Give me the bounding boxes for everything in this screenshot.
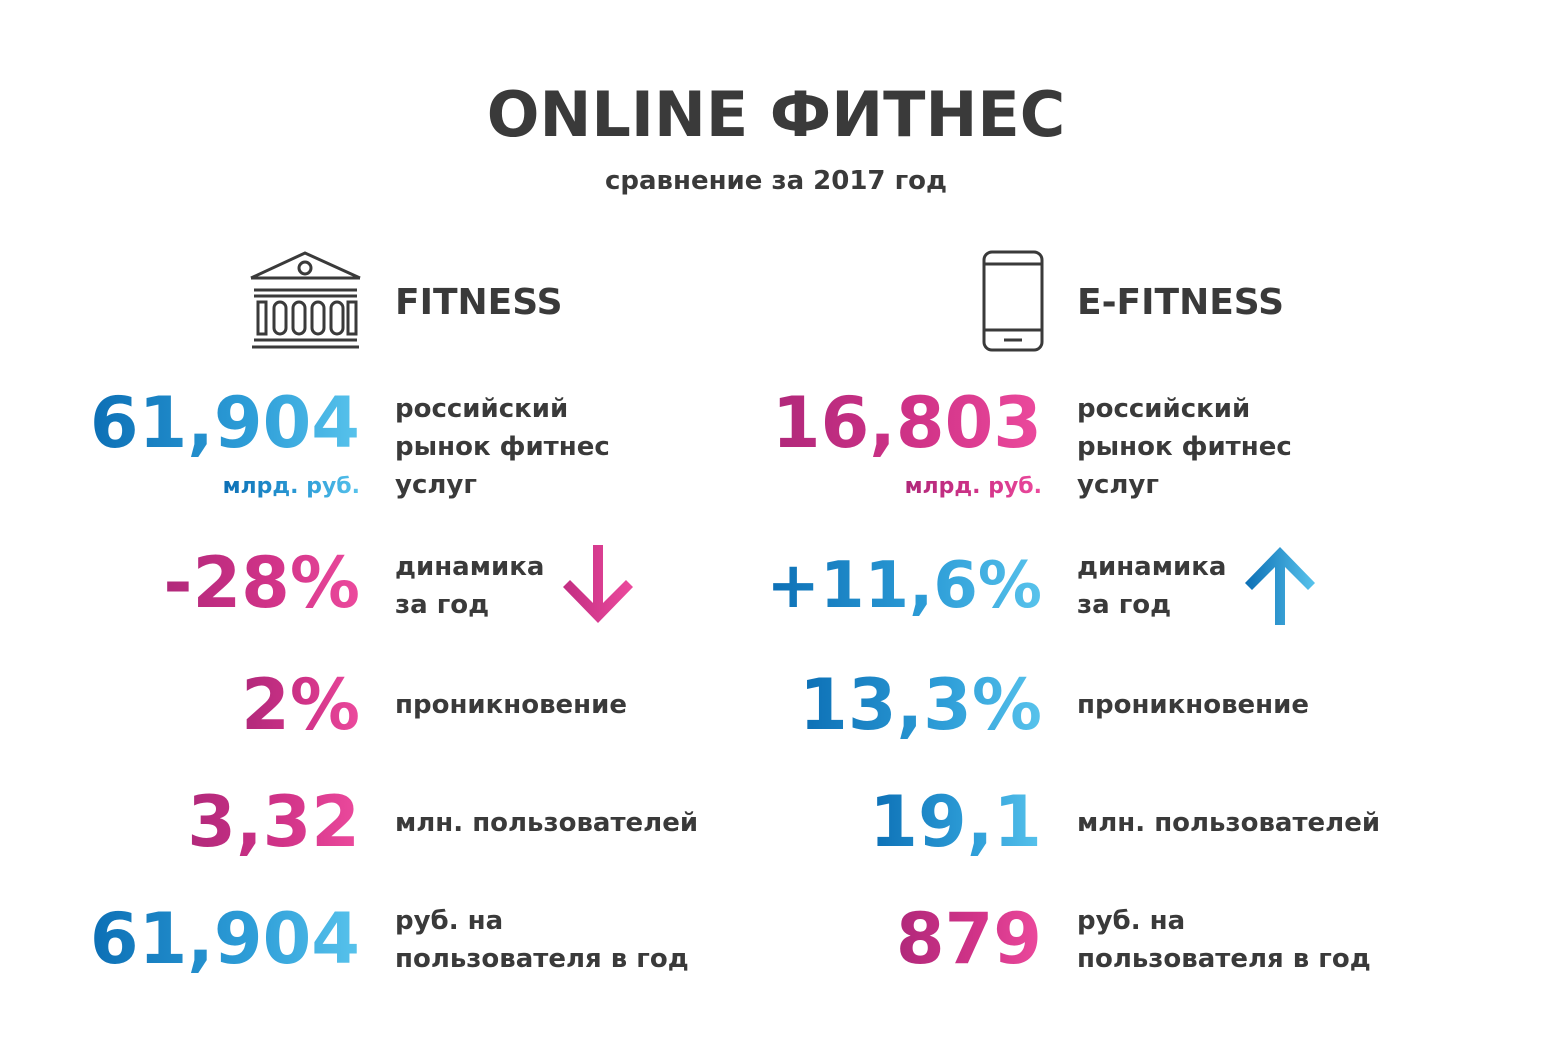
fitness-penetration-value: 2% [241, 664, 360, 746]
efitness-market-desc: российский рынок фитнес услуг [1077, 394, 1292, 500]
efitness-per-user-desc: руб. на пользователя в год [1077, 906, 1371, 974]
fitness-heading: FITNESS [395, 282, 563, 323]
efitness-users-value: 19,1 [869, 781, 1042, 863]
fitness-per-user-desc: руб. на пользователя в год [395, 906, 689, 974]
efitness-penetration-value: 13,3% [799, 664, 1042, 746]
page-subtitle: сравнение за 2017 год [604, 166, 948, 196]
smartphone-icon [982, 250, 1044, 352]
fitness-market-value: 61,904 [89, 382, 360, 464]
efitness-column: E-FITNESS 16,803 млрд. руб. российский р… [682, 0, 1382, 1060]
arrow-up-icon [1245, 547, 1315, 625]
fitness-users-value: 3,32 [187, 781, 360, 863]
efitness-heading: E-FITNESS [1077, 282, 1285, 323]
arrow-down-icon [563, 545, 633, 623]
fitness-market-desc: российский рынок фитнес услуг [395, 394, 610, 500]
efitness-per-user-value: 879 [895, 898, 1042, 980]
fitness-per-user-value: 61,904 [89, 898, 360, 980]
efitness-users-desc: млн. пользователей [1077, 808, 1381, 838]
fitness-users-desc: млн. пользователей [395, 808, 699, 838]
fitness-penetration-desc: проникновение [395, 690, 627, 720]
fitness-column: FITNESS 61,904 млрд. руб. российский рын… [0, 0, 700, 1060]
building-icon [250, 251, 361, 349]
efitness-dynamics-desc: динамика за год [1077, 552, 1227, 620]
efitness-penetration-desc: проникновение [1077, 690, 1309, 720]
page-title: ONLINE ФИТНЕС [486, 78, 1066, 151]
fitness-dynamics-value: -28% [163, 542, 360, 624]
fitness-market-unit: млрд. руб. [222, 474, 360, 499]
fitness-dynamics-desc: динамика за год [395, 552, 545, 620]
efitness-market-value: 16,803 [771, 382, 1042, 464]
efitness-market-unit: млрд. руб. [904, 474, 1042, 499]
efitness-dynamics-value: +11,6% [766, 549, 1042, 623]
